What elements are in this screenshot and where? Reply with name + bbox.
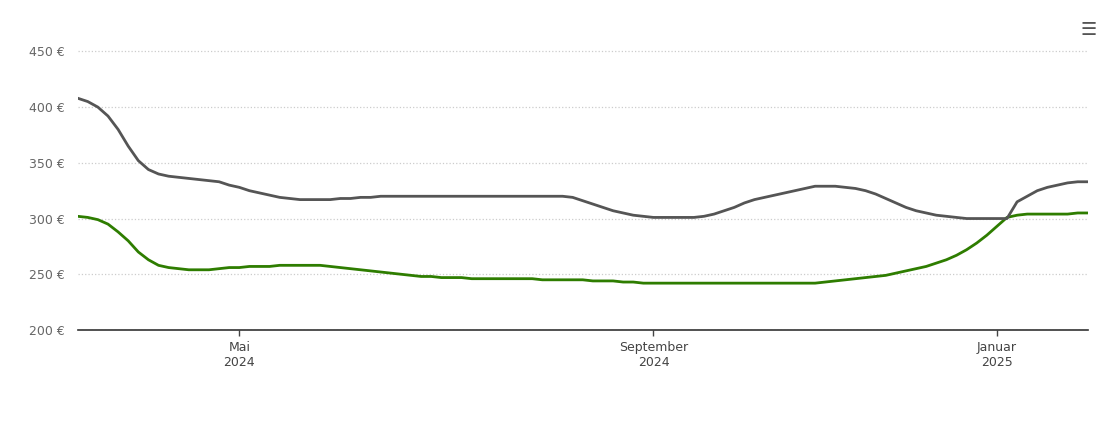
Text: ☰: ☰ xyxy=(1080,21,1097,39)
